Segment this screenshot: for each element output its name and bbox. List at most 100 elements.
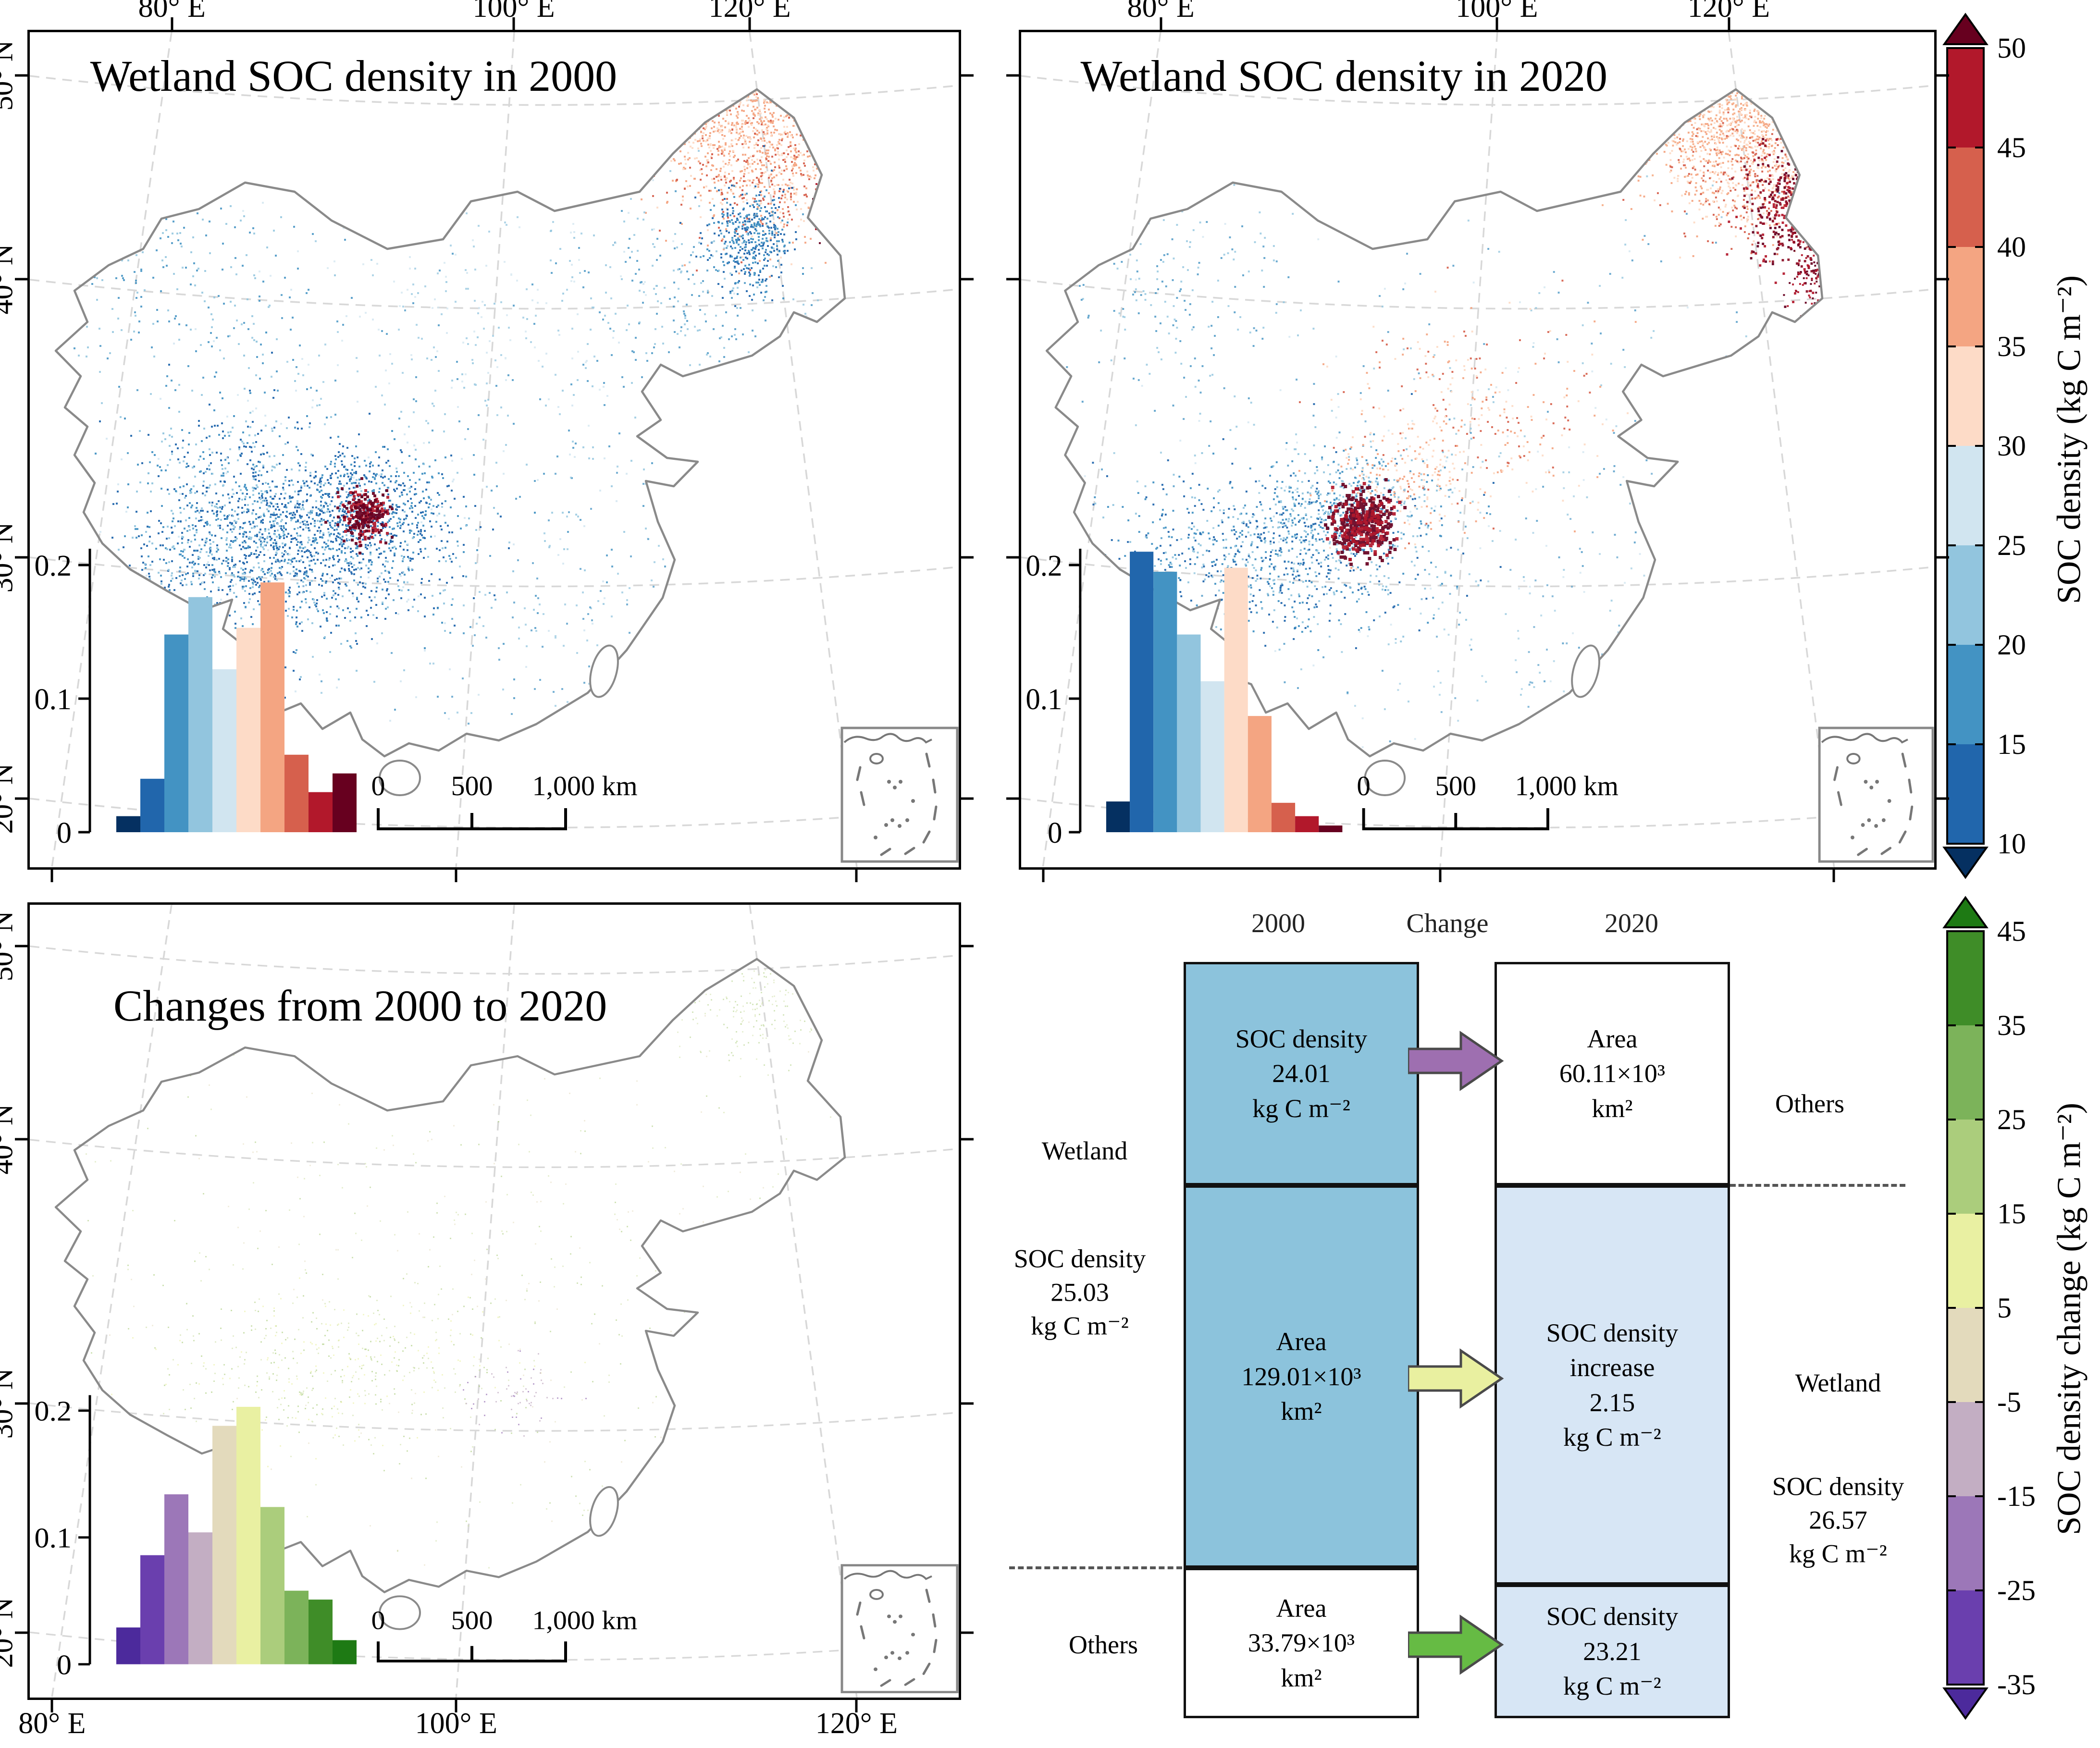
colorbar-soc-change: 45 35 25 15 5 -5 -15 -25 -35 (1942, 896, 2036, 1720)
hist-ytick-label: 0 (1048, 817, 1062, 850)
wetland-pixel-cluster (337, 489, 389, 547)
wetland-pixel-cluster (679, 145, 797, 307)
axis-tick (15, 797, 27, 800)
flow-text: km² (1281, 1663, 1322, 1692)
hist-ytick-label: 0 (57, 817, 72, 849)
axis-tick (171, 17, 173, 30)
latitude-label-left: 30° N (0, 522, 19, 593)
colorbar-tick-label: 15 (1997, 728, 2026, 760)
colorbar-segment (1947, 148, 1984, 247)
scalebar-label: 500 (451, 1606, 493, 1635)
scale-bar-changes: 0 500 1,000 km (371, 1606, 638, 1662)
axis-tick (15, 74, 27, 77)
axis-tick (1495, 17, 1498, 30)
wetland-pixel-cluster (1047, 148, 1371, 456)
colorbar-tick-label: 35 (1997, 331, 2026, 362)
dashed-divider-left (1009, 1566, 1182, 1569)
wetland-pixel-cluster (93, 1277, 586, 1467)
map-title-2020: Wetland SOC density in 2020 (1080, 51, 1608, 101)
axis-tick (1439, 870, 1442, 882)
label-soc-right: SOC density 26.57 kg C m⁻² (1772, 1470, 1904, 1571)
scalebar-line (1362, 808, 1549, 830)
colorbar-tick-label: 50 (1997, 32, 2026, 64)
flow-header-2020: 2020 (1605, 909, 1658, 938)
flow-text: Area (1276, 1327, 1327, 1356)
hist-bar (284, 754, 309, 832)
wetland-pixel-cluster (1851, 133, 1885, 182)
colorbar-tick-label: 20 (1997, 629, 2026, 661)
flow-box-2020-others-area: Area 60.11×10³ km² (1495, 962, 1730, 1185)
axis-tick (50, 1700, 53, 1712)
hist-bar (1319, 825, 1343, 832)
colorbar-tick-label: 10 (1997, 828, 2026, 860)
flow-text: SOC density (1546, 1602, 1679, 1631)
map-canvas-2020: 0 0.1 0.2 0 500 1,000 km (1020, 31, 1935, 868)
wetland-pixel-cluster (466, 1350, 554, 1437)
colorbar-segment (1947, 446, 1984, 545)
longitude-label-top: 120° E (1687, 0, 1770, 24)
flow-box-2020-soc-density: SOC density 23.21 kg C m⁻² (1495, 1585, 1730, 1718)
south-china-sea-inset (842, 1565, 957, 1692)
wetland-pixel-cluster (801, 964, 834, 991)
longitude-label-top: 80° E (138, 0, 206, 24)
hist-ytick-label: 0.1 (1025, 683, 1062, 716)
axis-tick (15, 1631, 27, 1634)
axis-tick (15, 1138, 27, 1141)
colorbar-segment (1947, 1025, 1984, 1120)
longitude-label-bottom: 100° E (415, 1707, 497, 1740)
wetland-pixel-cluster (1622, 89, 1823, 265)
inset-histogram-changes: 0 0.1 0.2 (35, 1395, 357, 1681)
wetland-pixel-cluster (1859, 143, 1887, 185)
inset-histogram-2000: 0 0.1 0.2 (35, 549, 357, 849)
colorbar-tick-label: 40 (1997, 231, 2026, 263)
wetland-pixel-cluster (136, 341, 367, 615)
flow-text: kg C m⁻² (1563, 1672, 1661, 1701)
colorbar-segment (1947, 346, 1984, 446)
arrow-area-to-increase (1408, 1348, 1504, 1409)
longitude-label-bottom: 120° E (815, 1707, 898, 1740)
label-wetland-left: Wetland (1041, 1136, 1128, 1165)
wetland-pixel-cluster (1354, 425, 1798, 756)
flow-text: kg C m⁻² (1031, 1312, 1129, 1341)
colorbar-tick-label: 30 (1997, 430, 2026, 462)
flow-text: SOC density (1546, 1318, 1679, 1347)
axis-tick (1728, 17, 1730, 30)
colorbar-segment (1947, 645, 1984, 744)
hist-bar (116, 816, 140, 832)
label-soc-left: SOC density 25.03 kg C m⁻² (1014, 1242, 1146, 1343)
latitude-label-left: 30° N (0, 1368, 19, 1439)
axis-tick (1042, 870, 1045, 882)
colorbar-segment (1947, 1214, 1984, 1308)
axis-tick (961, 1631, 974, 1634)
axis-tick (855, 1700, 858, 1712)
colorbar-segment (1947, 48, 1984, 148)
colorbar-tick-label: 45 (1997, 132, 2026, 163)
flow-text: SOC density (1235, 1024, 1368, 1053)
flow-text: kg C m⁻² (1789, 1539, 1887, 1569)
flow-text: Area (1587, 1024, 1638, 1053)
axis-tick (1006, 556, 1019, 559)
soc-change-flow-diagram: 2000 Change 2020 SOC density 24.01 kg C … (1009, 889, 1951, 1748)
scalebar-line (377, 808, 567, 830)
scale-bar-2020: 0 500 1,000 km (1357, 771, 1618, 830)
flow-text: km² (1592, 1094, 1633, 1123)
map-title-changes: Changes from 2000 to 2020 (113, 981, 607, 1030)
colorbar-tick-label: 15 (1997, 1198, 2026, 1230)
axis-tick (50, 870, 53, 882)
flow-text: 2.15 (1589, 1388, 1635, 1417)
colorbar-segment (1947, 247, 1984, 346)
hist-bar (212, 669, 236, 832)
flow-text: increase (1569, 1353, 1655, 1382)
inset-histogram-2020: 0 0.1 0.2 (1025, 549, 1343, 850)
axis-tick (961, 1138, 974, 1141)
hist-bar (164, 1494, 188, 1664)
latitude-label-left: 50° N (0, 40, 19, 111)
colorbar-tick-label: 35 (1997, 1009, 2026, 1041)
wetland-pixel-cluster (703, 185, 804, 299)
hist-ytick-label: 0.1 (35, 683, 72, 716)
latitude-label-left: 20° N (0, 1597, 19, 1668)
hist-bar (140, 778, 164, 832)
axis-tick (961, 1402, 974, 1405)
axis-tick (961, 945, 974, 948)
hist-bar (1295, 816, 1319, 832)
